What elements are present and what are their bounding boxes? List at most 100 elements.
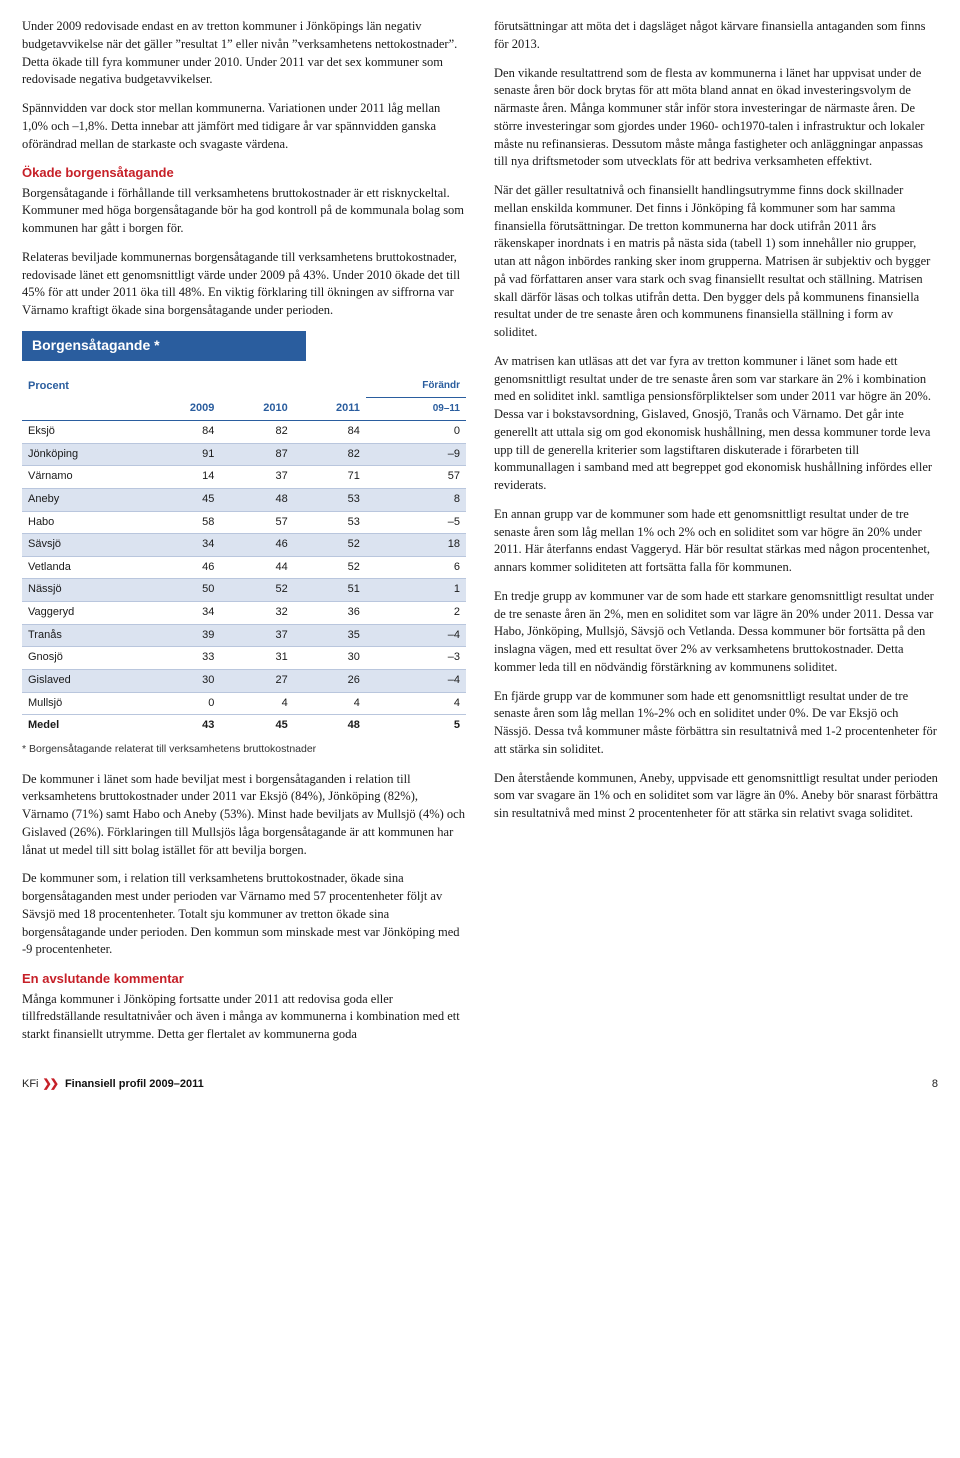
body-paragraph: Många kommuner i Jönköping fortsatte und… xyxy=(22,991,466,1044)
cell: 2 xyxy=(366,602,466,625)
cell: 5 xyxy=(366,715,466,737)
cell: 53 xyxy=(294,489,366,512)
table-header-row: Procent 2009 2010 2011 Förändr xyxy=(22,375,466,398)
col-2009: 2009 xyxy=(147,375,220,421)
row-name: Gislaved xyxy=(22,669,147,692)
page-number: 8 xyxy=(932,1077,938,1093)
cell: 30 xyxy=(294,647,366,670)
row-name: Vetlanda xyxy=(22,556,147,579)
cell: 0 xyxy=(366,421,466,444)
cell: 26 xyxy=(294,669,366,692)
cell: 45 xyxy=(147,489,220,512)
table-row: Vetlanda4644526 xyxy=(22,556,466,579)
body-paragraph: En annan grupp var de kommuner som hade … xyxy=(494,506,938,577)
cell: 1 xyxy=(366,579,466,602)
cell: 6 xyxy=(366,556,466,579)
footer-kfi: KFi xyxy=(22,1077,39,1093)
table-row: Gislaved302726–4 xyxy=(22,669,466,692)
cell: 71 xyxy=(294,466,366,489)
cell: 51 xyxy=(294,579,366,602)
cell: 48 xyxy=(294,715,366,737)
col-2010: 2010 xyxy=(220,375,293,421)
cell: –5 xyxy=(366,511,466,534)
cell: 52 xyxy=(294,534,366,557)
left-column: Under 2009 redovisade endast en av trett… xyxy=(22,18,466,1055)
row-name: Nässjö xyxy=(22,579,147,602)
section-heading-okade: Ökade borgensåtagande xyxy=(22,164,466,182)
body-paragraph: En tredje grupp av kommuner var de som h… xyxy=(494,588,938,677)
row-name: Gnosjö xyxy=(22,647,147,670)
cell: 32 xyxy=(220,602,293,625)
cell: 91 xyxy=(147,443,220,466)
cell: 34 xyxy=(147,534,220,557)
table-footnote: * Borgensåtagande relaterat till verksam… xyxy=(22,742,466,757)
cell: 46 xyxy=(147,556,220,579)
cell: 82 xyxy=(220,421,293,444)
cell: 84 xyxy=(294,421,366,444)
cell: 34 xyxy=(147,602,220,625)
col-change-bot: 09–11 xyxy=(366,398,466,421)
cell: 44 xyxy=(220,556,293,579)
cell: 87 xyxy=(220,443,293,466)
col-change-top: Förändr xyxy=(366,375,466,398)
body-paragraph: Relateras beviljade kommunernas borgenså… xyxy=(22,249,466,320)
body-paragraph: Den återstående kommunen, Aneby, uppvisa… xyxy=(494,770,938,823)
row-name: Tranås xyxy=(22,624,147,647)
page-columns: Under 2009 redovisade endast en av trett… xyxy=(22,18,938,1055)
cell: 82 xyxy=(294,443,366,466)
row-name: Habo xyxy=(22,511,147,534)
table-row: Mullsjö0444 xyxy=(22,692,466,715)
table-row: Jönköping918782–9 xyxy=(22,443,466,466)
cell: 39 xyxy=(147,624,220,647)
cell: 46 xyxy=(220,534,293,557)
cell: 8 xyxy=(366,489,466,512)
cell: 30 xyxy=(147,669,220,692)
cell: –9 xyxy=(366,443,466,466)
row-name: Medel xyxy=(22,715,147,737)
cell: 58 xyxy=(147,511,220,534)
table-row: Vaggeryd3432362 xyxy=(22,602,466,625)
footer-left: KFi ❯❯ Finansiell profil 2009–2011 xyxy=(22,1077,204,1093)
cell: 14 xyxy=(147,466,220,489)
cell: 0 xyxy=(147,692,220,715)
body-paragraph: De kommuner som, i relation till verksam… xyxy=(22,870,466,959)
col-2011: 2011 xyxy=(294,375,366,421)
cell: 35 xyxy=(294,624,366,647)
body-paragraph: Under 2009 redovisade endast en av trett… xyxy=(22,18,466,89)
row-name: Sävsjö xyxy=(22,534,147,557)
cell: 18 xyxy=(366,534,466,557)
cell: 84 xyxy=(147,421,220,444)
cell: –3 xyxy=(366,647,466,670)
cell: 4 xyxy=(366,692,466,715)
cell: 33 xyxy=(147,647,220,670)
chevron-icon: ❯❯ xyxy=(43,1077,57,1093)
body-paragraph: De kommuner i länet som hade beviljat me… xyxy=(22,771,466,860)
table-total-row: Medel4345485 xyxy=(22,715,466,737)
body-paragraph: En fjärde grupp var de kommuner som hade… xyxy=(494,688,938,759)
cell: 53 xyxy=(294,511,366,534)
table-row: Eksjö8482840 xyxy=(22,421,466,444)
cell: 45 xyxy=(220,715,293,737)
cell: 4 xyxy=(294,692,366,715)
table-row: Aneby4548538 xyxy=(22,489,466,512)
row-name: Mullsjö xyxy=(22,692,147,715)
body-paragraph: Spännvidden var dock stor mellan kommune… xyxy=(22,100,466,153)
body-paragraph: När det gäller resultatnivå och finansie… xyxy=(494,182,938,342)
cell: –4 xyxy=(366,624,466,647)
row-name: Eksjö xyxy=(22,421,147,444)
cell: 52 xyxy=(220,579,293,602)
cell: 48 xyxy=(220,489,293,512)
table-row: Habo585753–5 xyxy=(22,511,466,534)
row-name: Värnamo xyxy=(22,466,147,489)
cell: 37 xyxy=(220,624,293,647)
section-heading-avslutande: En avslutande kommentar xyxy=(22,970,466,988)
col-procent: Procent xyxy=(22,375,147,421)
cell: 36 xyxy=(294,602,366,625)
cell: 43 xyxy=(147,715,220,737)
table-row: Nässjö5052511 xyxy=(22,579,466,602)
right-column: förutsättningar att möta det i dagsläget… xyxy=(494,18,938,1055)
row-name: Aneby xyxy=(22,489,147,512)
cell: 4 xyxy=(220,692,293,715)
footer-title: Finansiell profil 2009–2011 xyxy=(65,1077,204,1093)
cell: 31 xyxy=(220,647,293,670)
